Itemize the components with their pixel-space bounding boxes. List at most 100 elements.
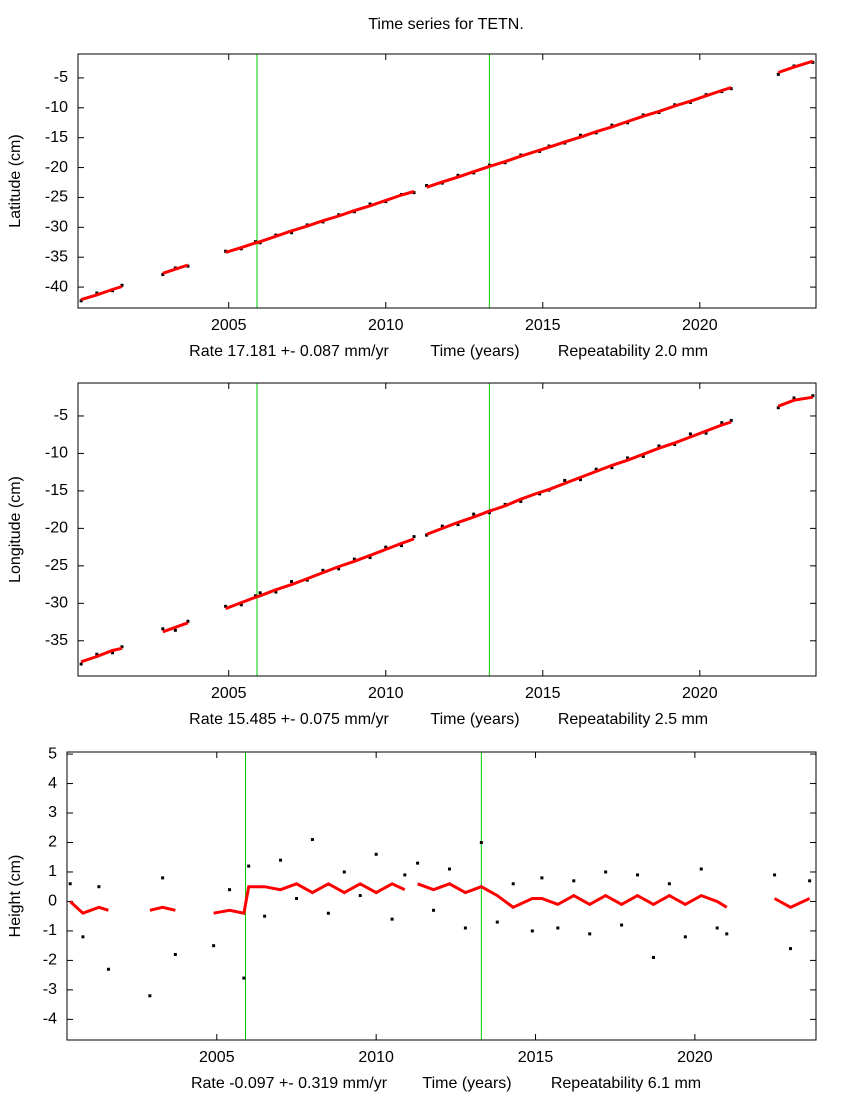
data-point <box>384 545 388 549</box>
data-point <box>808 879 812 883</box>
data-point <box>651 955 655 959</box>
data-point <box>720 421 724 425</box>
data-point <box>161 627 165 631</box>
data-point <box>425 533 429 537</box>
y-tick-label: -20 <box>45 159 68 176</box>
data-point <box>120 283 124 287</box>
data-point <box>228 888 232 892</box>
data-point <box>212 944 216 948</box>
rate-label: Rate 17.181 +- 0.087 mm/yr <box>189 343 389 360</box>
data-point <box>390 917 394 921</box>
y-tick-label: -20 <box>45 520 68 537</box>
data-point <box>699 867 703 871</box>
panel: -35 -30 -25 -20 -15 -10 -5 2005 2010 2015 2020 Long… <box>7 382 817 728</box>
y-tick-label: -30 <box>45 219 68 236</box>
data-point <box>111 651 115 655</box>
data-point <box>610 466 614 470</box>
data-point <box>120 645 124 649</box>
data-point <box>683 935 687 939</box>
y-tick-label: -10 <box>45 445 68 462</box>
data-point <box>374 852 378 856</box>
data-point <box>792 396 796 400</box>
data-point <box>242 976 246 980</box>
y-tick-label: -10 <box>45 99 68 116</box>
data-point <box>106 967 110 971</box>
data-point <box>186 619 190 623</box>
y-tick-label: -15 <box>45 482 68 499</box>
data-point <box>95 652 99 656</box>
y-tick-label: 1 <box>48 863 57 880</box>
data-point <box>161 876 165 880</box>
y-tick-label: -30 <box>45 595 68 612</box>
repeatability-label: Repeatability 2.5 mm <box>558 711 708 728</box>
x-tick-label: 2015 <box>525 317 561 334</box>
y-tick-label: -3 <box>43 981 57 998</box>
x-axis-label: Time (years) <box>422 1075 511 1092</box>
data-point <box>704 431 708 435</box>
y-tick-label: 5 <box>48 745 57 762</box>
x-tick-label: 2015 <box>518 1049 554 1066</box>
data-point <box>688 432 692 436</box>
y-tick-label: -2 <box>43 952 57 969</box>
x-tick-label: 2020 <box>682 685 718 702</box>
y-tick-label: 2 <box>48 834 57 851</box>
data-point <box>572 879 576 883</box>
x-tick-label: 2010 <box>368 685 404 702</box>
data-point <box>563 478 567 482</box>
data-point <box>294 897 298 901</box>
data-point <box>636 873 640 877</box>
data-point <box>95 291 99 295</box>
data-point <box>495 920 499 924</box>
data-point <box>604 870 608 874</box>
data-point <box>432 908 436 912</box>
data-point <box>81 935 85 939</box>
y-tick-label: -40 <box>45 278 68 295</box>
data-point <box>97 885 101 889</box>
data-point <box>641 454 645 458</box>
data-point <box>811 394 815 398</box>
data-point <box>657 444 661 448</box>
data-point <box>247 864 251 868</box>
data-point <box>173 953 177 957</box>
data-point <box>368 556 372 560</box>
data-point <box>578 133 582 137</box>
data-point <box>79 662 83 666</box>
data-point <box>620 923 624 927</box>
y-tick-label: 3 <box>48 804 57 821</box>
data-point <box>511 882 515 886</box>
data-point <box>403 873 407 877</box>
data-point <box>530 929 534 933</box>
data-point <box>789 947 793 951</box>
y-axis-label: Longitude (cm) <box>7 476 24 583</box>
data-point <box>358 894 362 898</box>
data-point <box>274 590 278 594</box>
data-point <box>729 418 733 422</box>
y-tick-label: 0 <box>48 893 57 910</box>
data-point <box>540 876 544 880</box>
data-point <box>368 202 372 206</box>
data-point <box>399 544 403 548</box>
x-tick-label: 2020 <box>677 1049 713 1066</box>
data-point <box>776 406 780 410</box>
rate-label: Rate -0.097 +- 0.319 mm/yr <box>191 1075 388 1092</box>
plot-frame <box>77 53 817 309</box>
data-point <box>290 231 294 235</box>
data-point <box>161 273 165 277</box>
data-point <box>725 932 729 936</box>
data-point <box>440 524 444 528</box>
x-axis-label: Time (years) <box>430 343 519 360</box>
y-tick-label: -5 <box>54 407 68 424</box>
data-point <box>626 456 630 460</box>
data-point <box>263 914 267 918</box>
data-point <box>173 628 177 632</box>
y-tick-label: -1 <box>43 922 57 939</box>
data-point <box>773 873 777 877</box>
data-point <box>352 557 356 561</box>
data-point <box>310 838 314 842</box>
data-point <box>258 591 262 595</box>
data-point <box>463 926 467 930</box>
data-point <box>68 882 72 886</box>
x-tick-label: 2020 <box>682 317 718 334</box>
